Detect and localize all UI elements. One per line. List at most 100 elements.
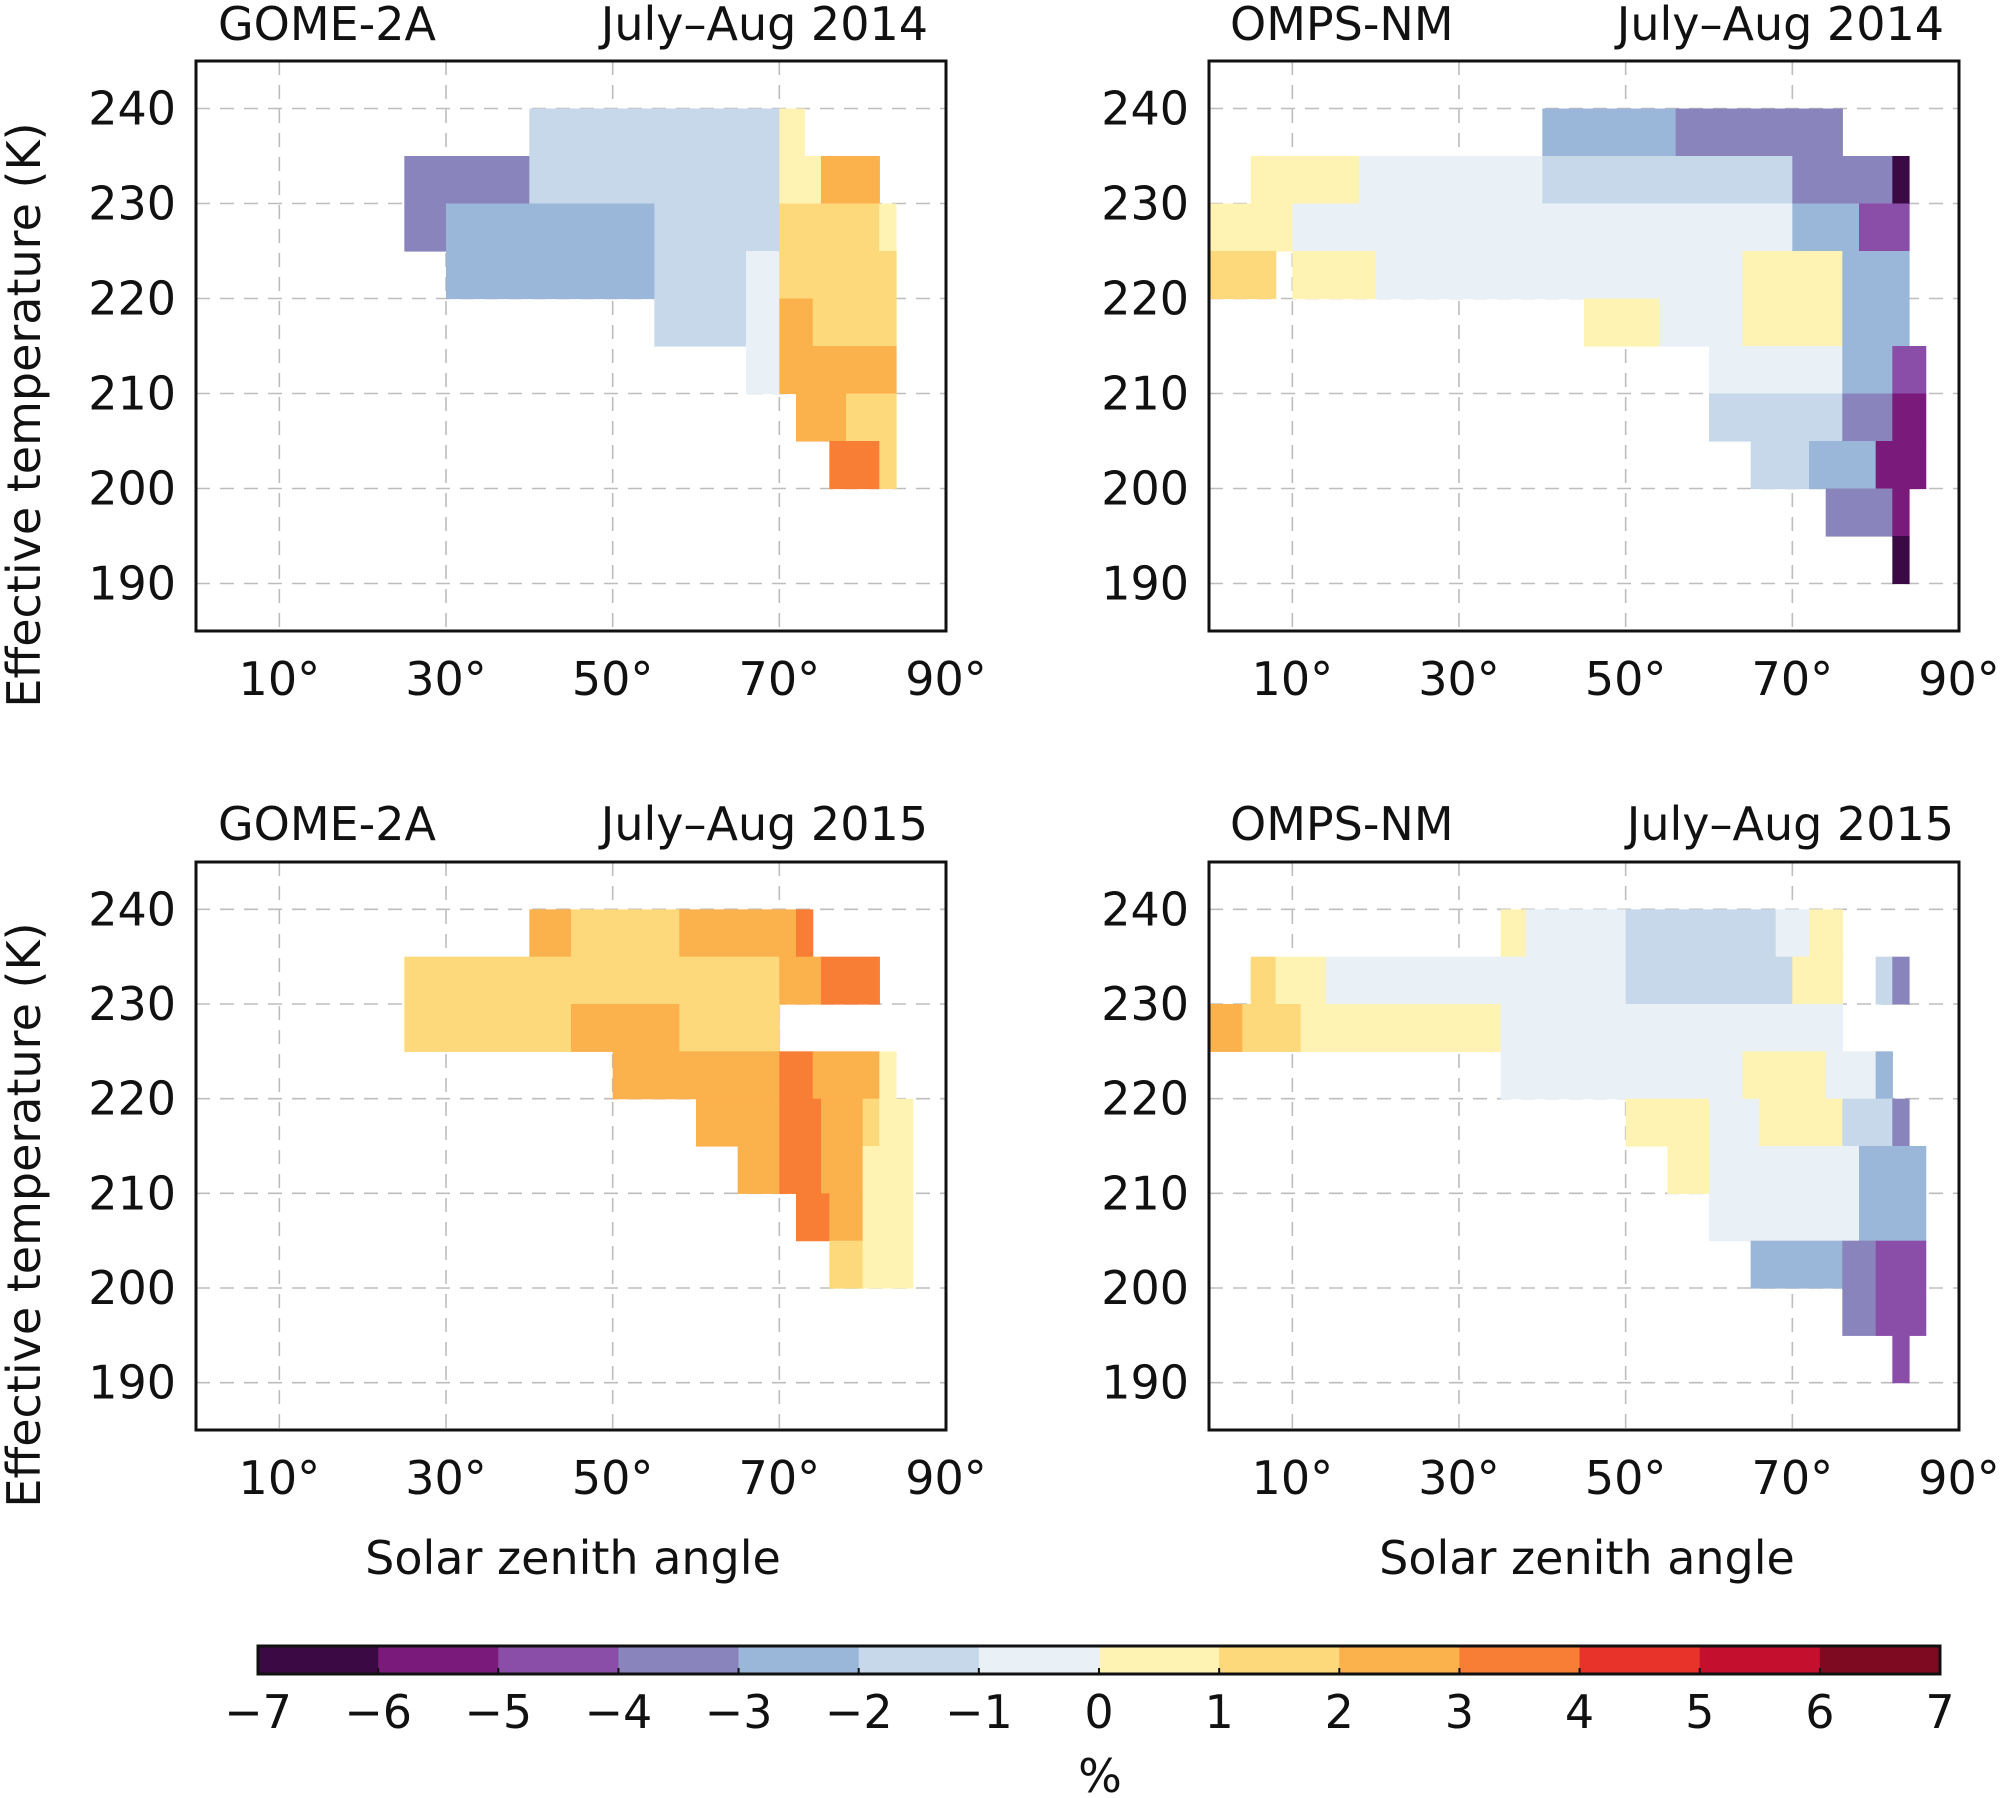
heatmap-cell	[1875, 1240, 1927, 1289]
colorbar-segment	[1219, 1646, 1340, 1674]
colorbar-tick-label: −3	[705, 1685, 773, 1739]
y-tick-label: 230	[1101, 977, 1189, 1031]
heatmap-cell	[1875, 956, 1893, 1005]
colorbar-tick-label: −7	[224, 1685, 292, 1739]
y-tick-label: 230	[88, 977, 176, 1031]
heatmap-cell	[1792, 203, 1860, 252]
heatmap-cell	[1209, 203, 1293, 252]
heatmap-cells	[1209, 108, 1927, 585]
plot-frame	[194, 860, 948, 1432]
colorbar-segment	[738, 1646, 860, 1674]
colorbar-segment	[1699, 1646, 1821, 1674]
heatmap-cell	[779, 298, 814, 347]
x-tick-label: 90°	[905, 1451, 987, 1505]
panel-3: 10° 30° 50° 70° 90° 190 200 210 220 230 240 GOME-2A…	[88, 797, 987, 1505]
heatmap-cell	[1300, 1004, 1502, 1052]
heatmap-cell	[779, 1146, 822, 1194]
heatmap-cell	[1842, 298, 1910, 347]
colorbar-segment	[378, 1646, 499, 1674]
heatmap-cell	[1842, 1288, 1877, 1336]
heatmap-cell	[779, 956, 822, 1005]
colorbar-tick-label: −4	[585, 1685, 653, 1739]
heatmap-cell	[1625, 956, 1793, 1005]
heatmap-cell	[1250, 156, 1360, 205]
x-tick-label: 10°	[1252, 1451, 1334, 1505]
heatmap-cell	[1892, 346, 1927, 395]
heatmap-cell	[1775, 909, 1810, 958]
y-tick-label: 190	[88, 557, 176, 611]
heatmap-cell	[1375, 251, 1743, 300]
heatmap-cell	[812, 1051, 880, 1100]
heatmap-cell	[1825, 1051, 1877, 1100]
heatmap-cell	[1892, 393, 1927, 442]
heatmap-cell	[1842, 1240, 1877, 1289]
heatmap-cell	[1292, 251, 1377, 300]
x-tick-label: 10°	[239, 652, 321, 706]
heatmap-cell	[821, 1146, 864, 1194]
panel-period: July–Aug 2015	[598, 797, 928, 851]
colorbar-tick-label: −1	[945, 1685, 1013, 1739]
panel-period: July–Aug 2014	[1614, 0, 1944, 51]
y-tick-label: 210	[88, 1166, 176, 1220]
heatmap-cell	[1750, 441, 1810, 490]
heatmap-cell	[1892, 536, 1910, 585]
heatmap-cells	[404, 909, 914, 1289]
heatmap-cell	[1892, 488, 1910, 537]
heatmap-cell	[679, 909, 797, 958]
colorbar-segment	[858, 1646, 980, 1674]
heatmap-cell	[1792, 956, 1843, 1005]
heatmap-cell	[1525, 909, 1627, 958]
x-tick-label: 10°	[239, 1451, 321, 1505]
panel-instrument: GOME-2A	[218, 0, 436, 51]
panels: 10° 30° 50° 70° 90° 190 200 210 220 230 240 GOME-2A…	[88, 0, 2000, 1505]
heatmap-cell	[1809, 909, 1843, 958]
heatmap-cells	[1209, 909, 1927, 1384]
y-tick-label: 210	[1101, 1166, 1189, 1220]
heatmap-cell	[879, 1051, 897, 1100]
heatmap-cell	[1742, 1051, 1827, 1100]
heatmap-cell	[571, 909, 680, 958]
x-tick-label: 30°	[1418, 652, 1500, 706]
colorbar-segment	[618, 1646, 740, 1674]
heatmap-cell	[1792, 156, 1893, 205]
colorbar-segment	[1579, 1646, 1701, 1674]
heatmap-cell	[529, 909, 572, 958]
colorbar-tick-label: 1	[1205, 1685, 1234, 1739]
heatmap-cell	[1759, 1098, 1843, 1147]
heatmap-cell	[1542, 156, 1793, 205]
y-tick-label: 240	[1101, 82, 1189, 136]
y-tick-label: 200	[88, 1261, 176, 1315]
heatmap-cell	[1875, 441, 1927, 490]
colorbar-segment	[1339, 1646, 1460, 1674]
panel-period: July–Aug 2014	[598, 0, 928, 51]
x-tick-label: 50°	[1585, 652, 1667, 706]
heatmap-cell	[779, 346, 897, 395]
heatmap-cell	[1892, 156, 1910, 205]
heatmap-cell	[654, 203, 780, 252]
y-tick-label: 240	[1101, 882, 1189, 936]
y-tick-label: 190	[88, 1356, 176, 1410]
y-tick-label: 230	[88, 177, 176, 231]
heatmap-cell	[696, 1098, 780, 1147]
y-tick-label: 190	[1101, 1356, 1189, 1410]
heatmap-cell	[779, 108, 805, 157]
heatmap-cell	[1275, 956, 1327, 1005]
heatmap-cell	[779, 1098, 822, 1147]
y-tick-label: 200	[1101, 1261, 1189, 1315]
heatmap-cell	[654, 298, 747, 347]
heatmap-cell	[737, 1146, 780, 1194]
heatmap-cell	[779, 203, 880, 252]
colorbar-tick-label: −2	[825, 1685, 893, 1739]
y-tick-label: 200	[1101, 462, 1189, 516]
panel-instrument: OMPS-NM	[1230, 0, 1454, 51]
heatmap-cell	[1359, 156, 1543, 205]
colorbar-tick-label: −6	[344, 1685, 412, 1739]
heatmap-cell	[1842, 393, 1893, 442]
heatmap-cell	[1709, 1098, 1760, 1147]
heatmap-cell	[1209, 251, 1277, 300]
heatmap-cell	[862, 1146, 914, 1194]
heatmap-cell	[1709, 393, 1843, 442]
heatmap-cell	[1859, 203, 1910, 252]
x-tick-label: 50°	[572, 652, 654, 706]
